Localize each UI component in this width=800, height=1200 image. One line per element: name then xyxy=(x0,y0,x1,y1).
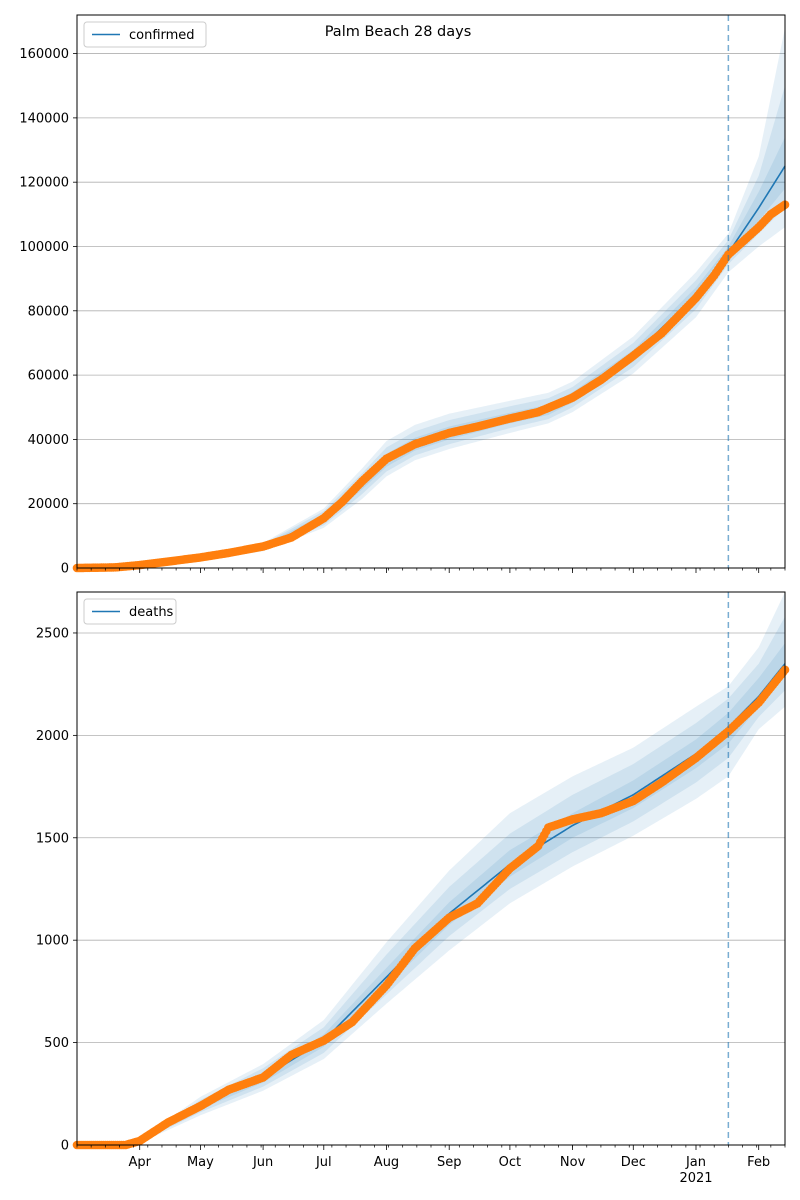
x-tick-label: Jul xyxy=(315,1155,332,1170)
y-tick-label: 140000 xyxy=(19,111,69,126)
legend-box xyxy=(83,21,207,48)
x-tick-label: Oct xyxy=(499,1155,521,1170)
x-tick-label: Apr xyxy=(128,1155,151,1170)
y-tick-label: 500 xyxy=(44,1036,69,1051)
y-tick-label: 1000 xyxy=(36,934,69,949)
y-tick-label: 0 xyxy=(61,1139,69,1154)
y-tick-label: 160000 xyxy=(19,47,69,62)
x-tick-label: Dec xyxy=(621,1155,646,1170)
y-tick-label: 100000 xyxy=(19,240,69,255)
x-ticks xyxy=(76,568,786,573)
deaths-panel: 0 500 1000 1500 2000 2500 Apr May Jun Jul Aug Sep Oc… xyxy=(36,591,790,1186)
y-tick-label: 2500 xyxy=(36,626,69,641)
x-tick-label: Jan xyxy=(685,1155,706,1170)
x-year-label: 2021 xyxy=(679,1171,712,1186)
y-tick-label: 80000 xyxy=(28,304,69,319)
x-ticks: Apr May Jun Jul Aug Sep Oct Nov Dec Jan Feb 2021 xyxy=(76,1145,786,1186)
observed-points xyxy=(72,200,790,573)
y-ticks: 0 500 1000 1500 2000 2500 xyxy=(36,626,77,1154)
confirmed-panel: 0 20000 40000 60000 80000 100000 120000 140000 1… xyxy=(19,14,790,577)
y-tick-label: 1500 xyxy=(36,831,69,846)
figure-title: Palm Beach 28 days xyxy=(325,24,472,40)
y-tick-label: 0 xyxy=(61,562,69,577)
y-tick-label: 120000 xyxy=(19,176,69,191)
x-tick-label: Feb xyxy=(747,1155,770,1170)
y-tick-label: 2000 xyxy=(36,729,69,744)
legend: confirmed xyxy=(83,21,207,48)
legend-label: confirmed xyxy=(129,28,195,43)
x-tick-label: Nov xyxy=(560,1155,586,1170)
legend: deaths xyxy=(83,598,177,625)
y-ticks: 0 20000 40000 60000 80000 100000 120000 140000 1… xyxy=(19,47,77,577)
legend-label: deaths xyxy=(129,605,174,620)
observed-points xyxy=(72,665,790,1150)
x-tick-label: Jun xyxy=(252,1155,273,1170)
x-tick-label: Sep xyxy=(437,1155,462,1170)
x-tick-label: Aug xyxy=(374,1155,399,1170)
y-tick-label: 20000 xyxy=(28,497,69,512)
x-tick-label: May xyxy=(187,1155,214,1170)
y-tick-label: 60000 xyxy=(28,369,69,384)
y-tick-label: 40000 xyxy=(28,433,69,448)
legend-box xyxy=(83,598,177,625)
